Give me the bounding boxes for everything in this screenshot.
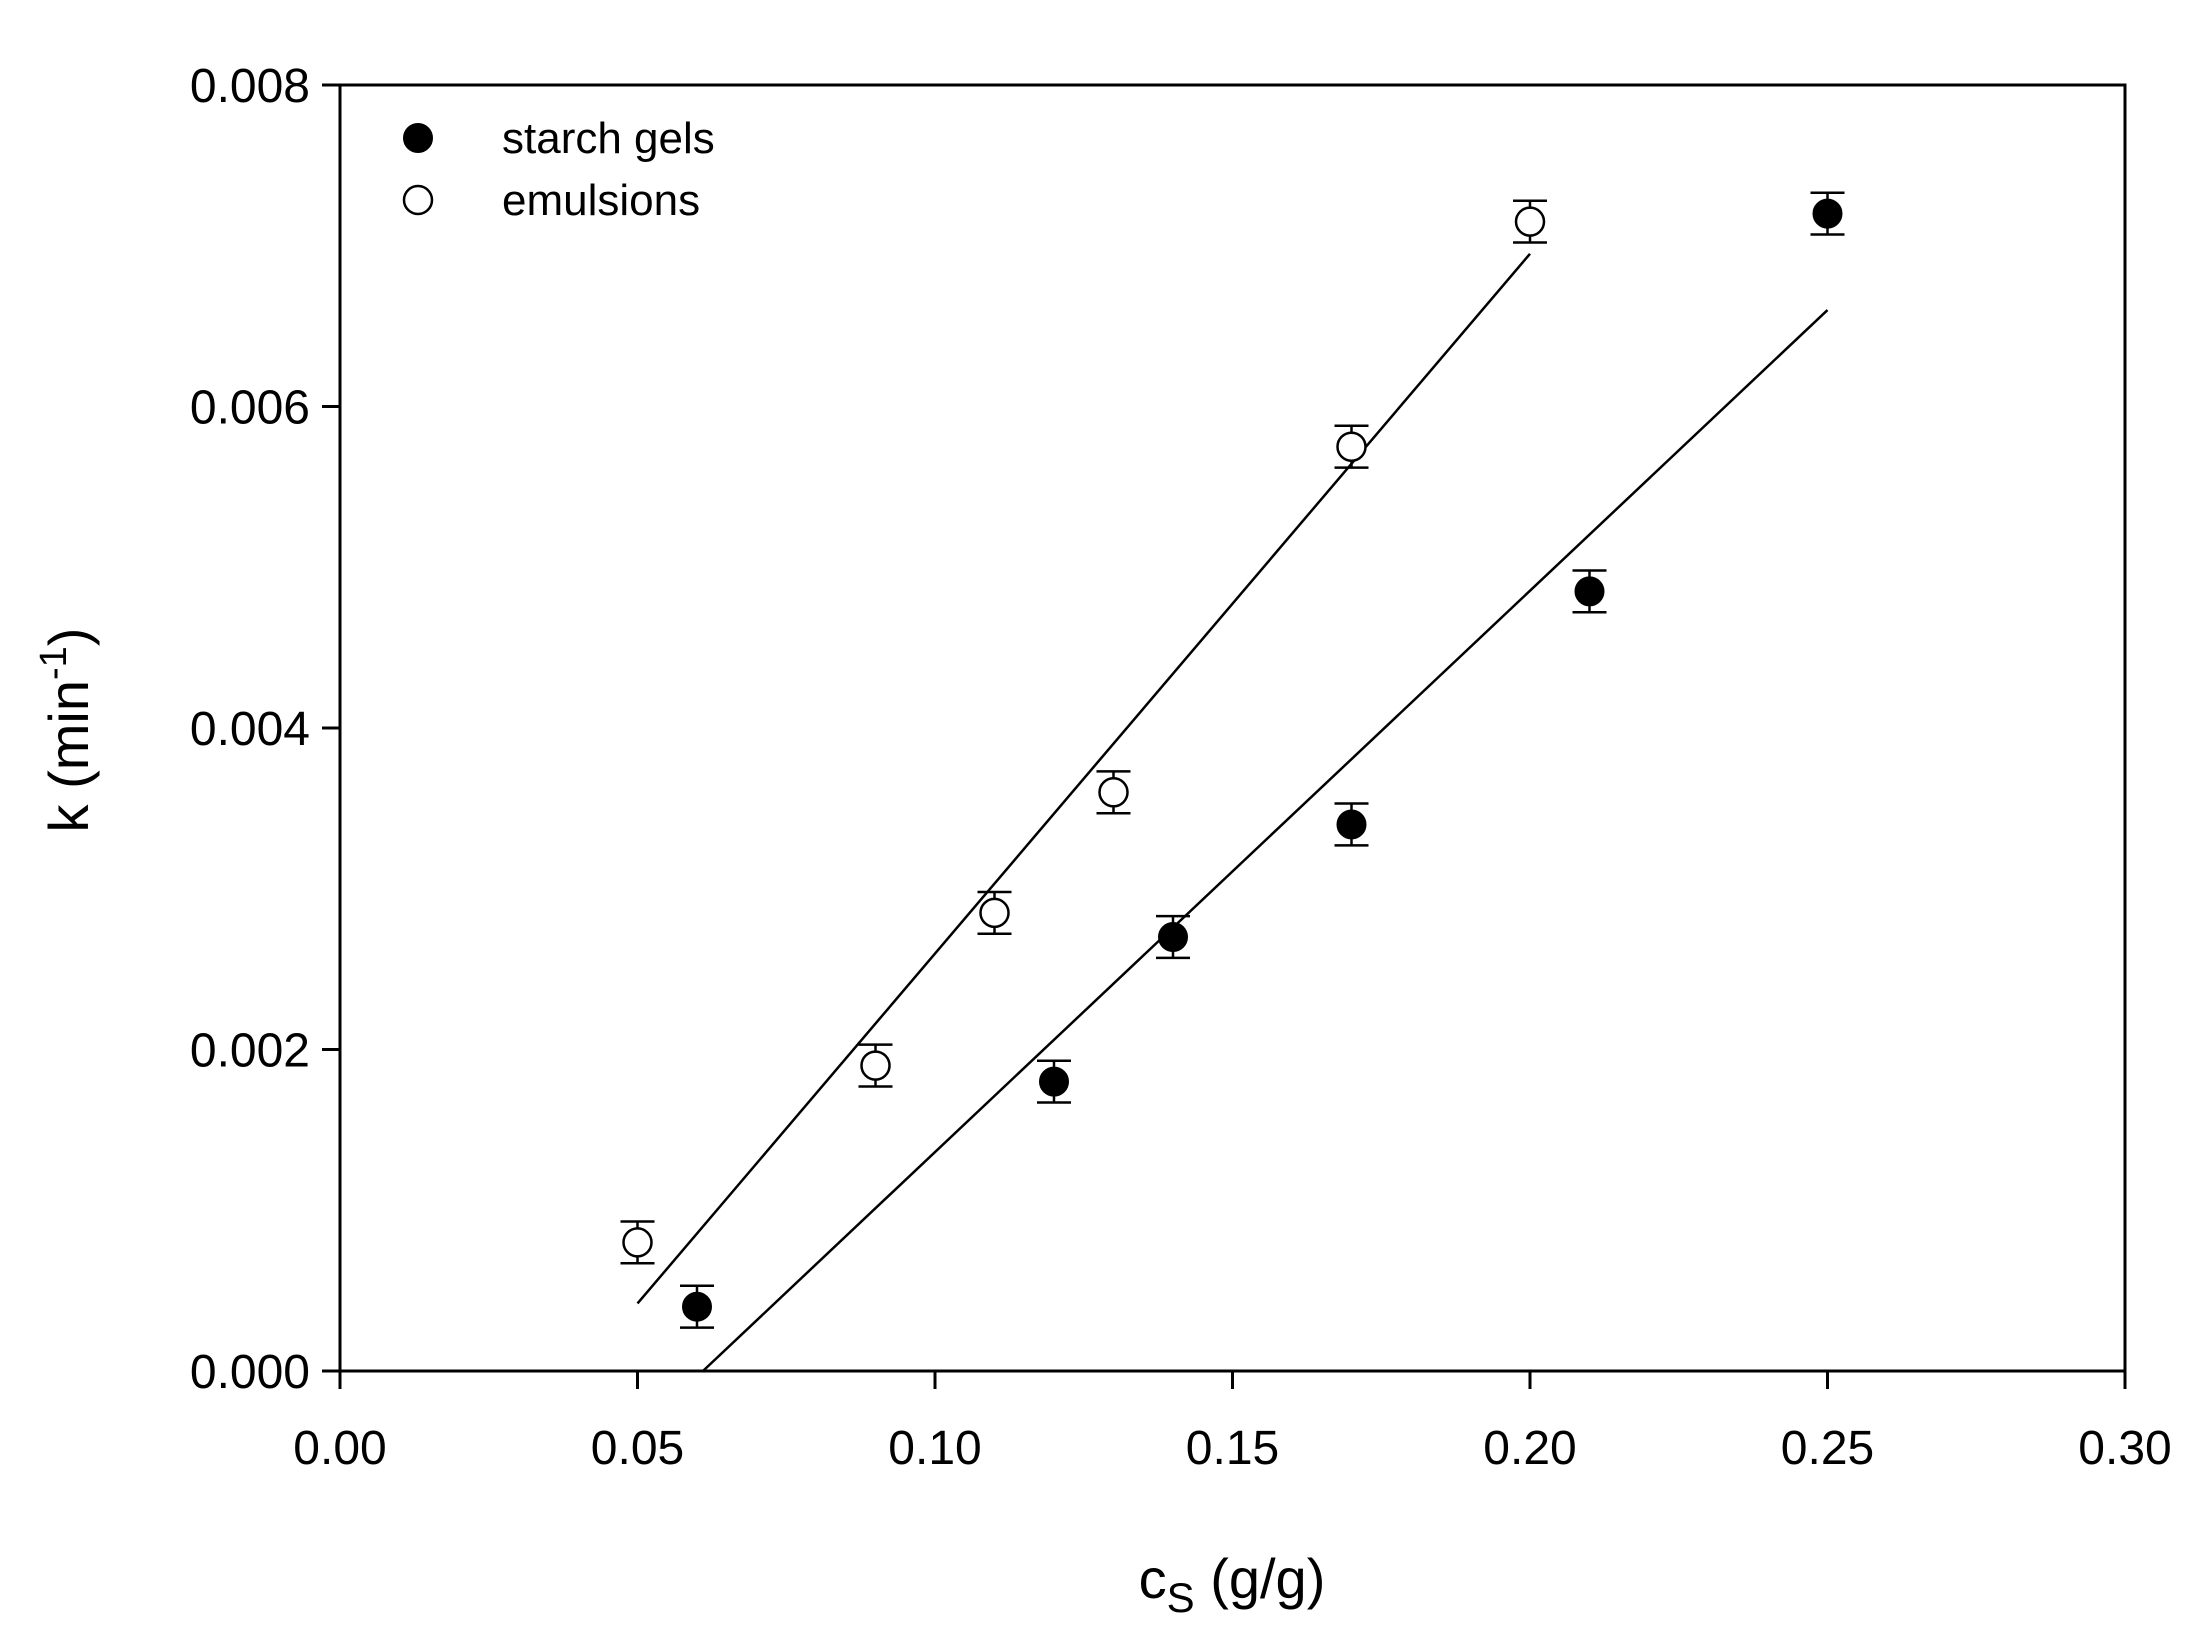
data-point-emulsions [1336, 431, 1367, 462]
y-tick-label: 0.002 [190, 1025, 310, 1078]
x-tick-label: 0.30 [2078, 1422, 2171, 1475]
data-point-emulsions [979, 897, 1010, 929]
y-tick-label: 0.004 [190, 703, 310, 756]
data-point-starch-gels [1039, 1066, 1069, 1097]
data-point-starch-gels [1574, 576, 1605, 607]
y-axis-title-superscript: -1 [33, 646, 75, 680]
y-tick-label: 0.006 [190, 382, 310, 435]
x-axis-title: cS (g/g) [1139, 1547, 1326, 1621]
y-tick-label: 0.000 [190, 1346, 310, 1399]
data-point-starch-gels [1158, 921, 1188, 952]
fit-line-starch-gels [702, 309, 1829, 1372]
data-point-emulsions [622, 1227, 653, 1258]
x-tick-label: 0.20 [1483, 1422, 1576, 1475]
fit-line-emulsions [636, 252, 1531, 1305]
error-bars [620, 191, 1845, 1329]
axis-tick-labels: 0.00 0.05 0.10 0.15 0.20 0.25 0.30 0.000 0.002 0.… [190, 60, 2172, 1475]
x-axis-title-spacer [1195, 1547, 1211, 1610]
x-tick-label: 0.05 [591, 1422, 684, 1475]
legend-label-emulsions: emulsions [502, 176, 700, 225]
data-point-starch-gels [1812, 198, 1843, 229]
legend: starch gels emulsions [402, 114, 715, 225]
axis-ticks [322, 83, 2127, 1389]
legend-marker-starch-gels [403, 123, 433, 153]
y-axis-title: k (min-1) [33, 628, 100, 833]
x-axis-title-main: c [1139, 1547, 1167, 1610]
plot-frame [338, 83, 2127, 1373]
x-axis-title-subscript: S [1167, 1574, 1195, 1621]
legend-label-starch-gels: starch gels [502, 114, 715, 163]
data-point-emulsions [1098, 777, 1129, 808]
x-tick-label: 0.15 [1186, 1422, 1279, 1475]
data-point-emulsions [860, 1050, 891, 1081]
y-axis-title-close: ) [37, 628, 100, 647]
x-tick-label: 0.25 [1781, 1422, 1874, 1475]
x-axis-title-unit: (g/g) [1210, 1547, 1325, 1610]
legend-marker-emulsions [402, 184, 434, 216]
data-point-emulsions [1514, 206, 1546, 237]
fit-lines [636, 252, 1829, 1372]
data-points [622, 198, 1843, 1322]
data-point-starch-gels [1336, 809, 1367, 840]
data-point-starch-gels [682, 1291, 712, 1322]
x-tick-label: 0.00 [293, 1422, 386, 1475]
y-tick-label: 0.008 [190, 60, 310, 113]
x-tick-label: 0.10 [888, 1422, 981, 1475]
y-axis-title-main: k (min [37, 680, 100, 832]
